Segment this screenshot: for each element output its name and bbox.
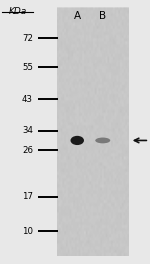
Ellipse shape xyxy=(95,138,110,143)
Text: 17: 17 xyxy=(22,192,33,201)
Text: 26: 26 xyxy=(22,146,33,155)
Bar xyxy=(57,8,129,256)
Text: A: A xyxy=(74,11,81,21)
Text: B: B xyxy=(99,11,106,21)
Text: 55: 55 xyxy=(22,63,33,72)
Text: 43: 43 xyxy=(22,95,33,103)
Ellipse shape xyxy=(70,136,84,145)
Text: 72: 72 xyxy=(22,34,33,43)
Text: 34: 34 xyxy=(22,126,33,135)
Text: KDa: KDa xyxy=(9,7,27,16)
Text: 10: 10 xyxy=(22,227,33,235)
